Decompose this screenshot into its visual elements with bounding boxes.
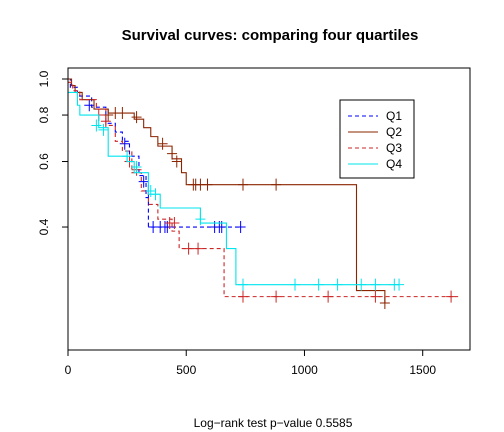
y-tick-label: 0.8 xyxy=(37,106,51,123)
censor-mark xyxy=(313,278,324,291)
censor-mark xyxy=(323,290,334,303)
censor-mark xyxy=(370,278,381,291)
censor-mark xyxy=(150,188,161,201)
censor-mark xyxy=(119,137,130,150)
censor-mark xyxy=(169,217,180,230)
x-tick-label: 500 xyxy=(176,363,196,377)
censor-mark xyxy=(98,123,109,136)
censor-mark xyxy=(167,147,178,160)
censor-mark xyxy=(171,155,182,168)
y-tick-label: 1.0 xyxy=(37,70,51,87)
logrank-footnote: Log−rank test p−value 0.5585 xyxy=(194,416,353,430)
legend: Q1 Q2 Q3 Q4 xyxy=(339,99,415,179)
censor-mark xyxy=(237,278,248,291)
censor-mark xyxy=(193,242,204,255)
censor-mark xyxy=(100,115,111,128)
censor-mark xyxy=(237,290,248,303)
legend-label: Q3 xyxy=(386,141,402,155)
censor-mark xyxy=(145,184,156,197)
series-q4 xyxy=(68,91,405,291)
plot-frame xyxy=(67,67,471,351)
legend-label: Q1 xyxy=(386,109,402,123)
censor-mark xyxy=(91,119,102,132)
y-tick-label: 0.6 xyxy=(37,153,51,170)
censor-mark xyxy=(446,290,457,303)
chart-title: Survival curves: comparing four quartile… xyxy=(122,27,419,44)
censor-mark xyxy=(202,178,213,191)
censor-mark xyxy=(138,175,149,188)
censor-mark xyxy=(370,290,381,303)
censor-mark xyxy=(379,296,390,309)
censor-mark xyxy=(122,150,133,163)
legend-label: Q4 xyxy=(386,157,402,171)
axes: 0 500 1000 1500 0.4 0.6 0.8 1.0 xyxy=(37,67,471,377)
censor-mark xyxy=(332,278,343,291)
censor-mark xyxy=(157,137,168,150)
censor-mark xyxy=(271,178,282,191)
y-tick-label: 0.4 xyxy=(37,218,51,235)
censor-mark xyxy=(195,213,206,226)
censor-mark xyxy=(103,109,114,122)
censor-mark xyxy=(290,278,301,291)
censor-mark xyxy=(131,111,142,124)
x-tick-label: 1500 xyxy=(409,363,436,377)
plot-area xyxy=(68,78,459,309)
series-q1 xyxy=(68,78,246,234)
censor-mark xyxy=(271,290,282,303)
legend-box xyxy=(339,99,415,179)
censor-mark xyxy=(237,178,248,191)
censor-mark xyxy=(394,278,405,291)
censor-mark xyxy=(183,242,194,255)
censor-mark xyxy=(84,99,95,112)
censor-mark xyxy=(117,107,128,120)
x-tick-label: 1000 xyxy=(291,363,318,377)
censor-mark xyxy=(356,278,367,291)
x-tick-label: 0 xyxy=(65,363,72,377)
legend-label: Q2 xyxy=(386,125,402,139)
censor-mark xyxy=(131,160,142,173)
censor-mark xyxy=(235,221,246,234)
